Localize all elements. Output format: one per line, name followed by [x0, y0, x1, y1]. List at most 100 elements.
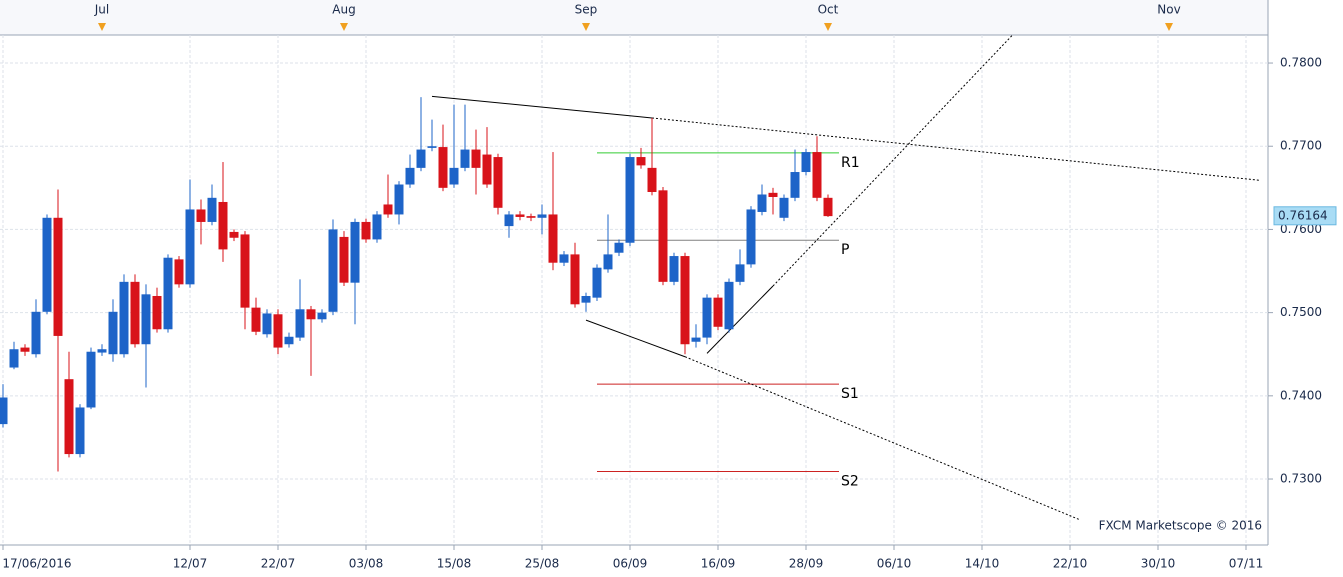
candle-body [97, 349, 107, 353]
candle-body [416, 149, 426, 168]
candle-body [328, 229, 338, 312]
y-tick-label: 0.7600 [1280, 222, 1322, 236]
candle-body [339, 236, 349, 283]
pivot-label: S2 [841, 474, 859, 490]
candle-body [526, 216, 536, 218]
candle-body [295, 309, 305, 338]
x-tick-label: 28/09 [789, 557, 824, 571]
candle-body [449, 167, 459, 185]
y-tick-label: 0.7400 [1280, 388, 1322, 402]
y-tick-label: 0.7500 [1280, 305, 1322, 319]
candle-body [460, 149, 470, 168]
candle-body [273, 314, 283, 348]
candle-body [53, 217, 63, 336]
month-label: Sep [575, 3, 598, 17]
candle-body [0, 397, 8, 425]
candle-body [207, 197, 217, 222]
candle-body [31, 311, 41, 355]
candle-body [383, 204, 393, 215]
month-marker [581, 23, 590, 31]
month-marker [823, 23, 832, 31]
candle-body [801, 152, 811, 173]
candle-body [515, 214, 525, 217]
x-tick-label: 22/10 [1053, 557, 1088, 571]
candle-body [647, 167, 657, 192]
candle-body [64, 379, 74, 455]
candle-body [504, 214, 514, 227]
candle-body [284, 336, 294, 345]
x-tick-label: 17/06/2016 [2, 557, 71, 571]
candles [0, 97, 833, 472]
x-tick-label: 14/10 [965, 557, 1000, 571]
candle-body [680, 256, 690, 345]
x-tick-label: 16/09 [701, 557, 736, 571]
candle-body [493, 157, 503, 208]
trendline [706, 285, 774, 354]
month-label: Jul [94, 3, 109, 17]
candle-body [361, 221, 371, 240]
trendline [431, 95, 653, 119]
candle-body [702, 297, 712, 338]
trendline-extension [651, 117, 1261, 181]
candle-body [372, 214, 382, 240]
candle-body [163, 257, 173, 330]
candle-body [141, 294, 151, 345]
candle-body [218, 201, 228, 250]
candle-body [735, 264, 745, 282]
x-tick-label: 30/10 [1141, 557, 1176, 571]
candle-body [603, 254, 613, 270]
candle-body [317, 312, 327, 320]
y-tick-label: 0.7300 [1280, 472, 1322, 486]
x-tick-label: 25/08 [525, 557, 560, 571]
candle-body [746, 209, 756, 265]
trendlines [431, 34, 1261, 521]
pivots: R1 P S1 S2 [596, 152, 860, 490]
candle-body [669, 256, 679, 282]
candle-body [229, 231, 239, 238]
candle-body [581, 295, 591, 303]
candle-body [559, 254, 569, 263]
candle-body [42, 217, 52, 312]
month-marker [1165, 23, 1173, 31]
candle-body [405, 167, 415, 185]
candle-body [350, 221, 360, 283]
candle-body [9, 349, 19, 368]
last-price-tag [1273, 206, 1337, 226]
month-label: Nov [1157, 3, 1180, 17]
watermark: FXCM Marketscope © 2016 [1099, 519, 1262, 533]
y-tick-label: 0.7800 [1280, 56, 1322, 70]
candle-body [240, 234, 250, 308]
candle-body [130, 281, 140, 345]
candle-body [537, 214, 547, 218]
month-label: Aug [332, 3, 355, 17]
candle-body [20, 347, 30, 352]
candle-body [262, 313, 272, 335]
candle-body [152, 295, 162, 330]
candle-body [119, 281, 129, 355]
axes: 0.7300 0.7400 0.7500 0.7600 0.7700 0.7800 17/0… [2, 3, 1337, 571]
x-tick-label: 03/08 [349, 557, 384, 571]
candle-body [174, 259, 184, 285]
candle-body [691, 337, 701, 342]
candle-body [196, 209, 206, 222]
candle-body [548, 214, 558, 263]
trendline-extension [684, 356, 1081, 521]
candle-body [757, 194, 767, 212]
month-label: Oct [818, 3, 839, 17]
x-tick-label: 12/07 [173, 557, 208, 571]
x-tick-label: 07/11 [1229, 557, 1264, 571]
candle-body [394, 184, 404, 215]
candle-body [75, 407, 85, 455]
candle-body [471, 149, 481, 168]
pivot-label: S1 [841, 386, 859, 402]
candle-body [438, 147, 448, 188]
candle-body [790, 172, 800, 198]
x-tick-label: 22/07 [261, 557, 296, 571]
candle-body [713, 297, 723, 327]
pivot-label: P [841, 242, 849, 258]
trendline-extension [772, 34, 1014, 287]
candle-body [768, 192, 778, 197]
trendline [585, 319, 686, 358]
